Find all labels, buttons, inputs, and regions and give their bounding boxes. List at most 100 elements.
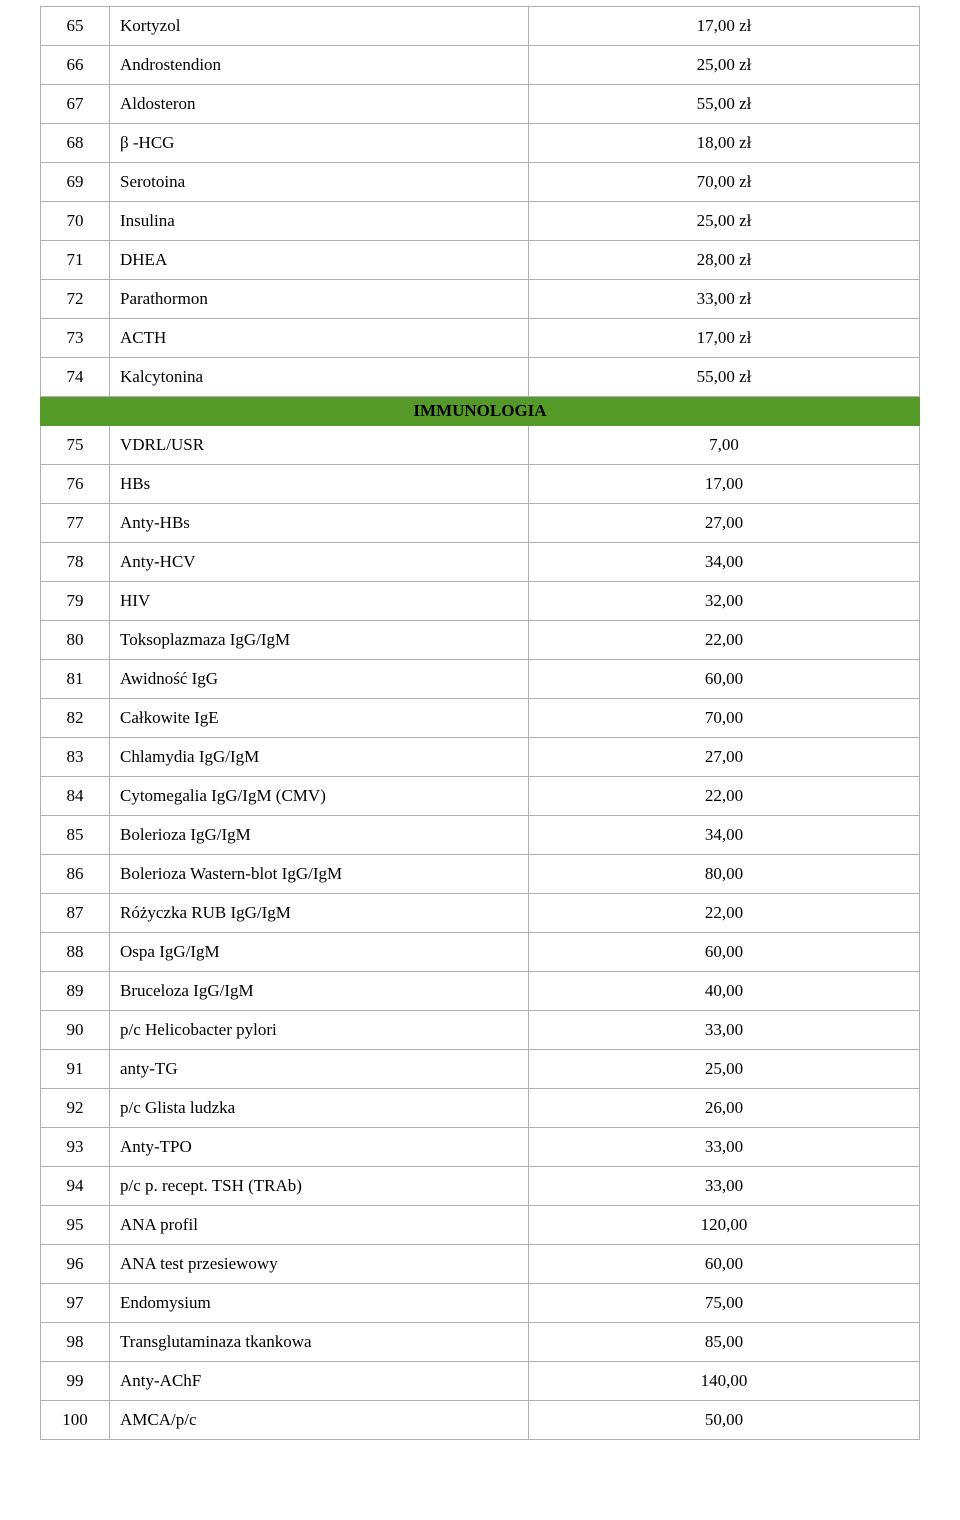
row-number: 82 <box>41 699 110 738</box>
table-row: 74Kalcytonina55,00 zł <box>41 358 920 397</box>
row-price: 18,00 zł <box>529 124 920 163</box>
table-row: 77Anty-HBs27,00 <box>41 504 920 543</box>
table-row: 96ANA test przesiewowy60,00 <box>41 1245 920 1284</box>
row-price: 55,00 zł <box>529 85 920 124</box>
row-name: p/c Glista ludzka <box>110 1089 529 1128</box>
row-price: 27,00 <box>529 738 920 777</box>
row-name: Całkowite IgE <box>110 699 529 738</box>
row-number: 66 <box>41 46 110 85</box>
table-row: 91anty-TG25,00 <box>41 1050 920 1089</box>
row-price: 33,00 <box>529 1167 920 1206</box>
table-row: 79HIV32,00 <box>41 582 920 621</box>
row-number: 65 <box>41 7 110 46</box>
row-name: Aldosteron <box>110 85 529 124</box>
table-row: 100AMCA/p/c50,00 <box>41 1401 920 1440</box>
row-price: 33,00 zł <box>529 280 920 319</box>
row-price: 140,00 <box>529 1362 920 1401</box>
table-row: 85Bolerioza IgG/IgM34,00 <box>41 816 920 855</box>
row-name: DHEA <box>110 241 529 280</box>
row-price: 25,00 <box>529 1050 920 1089</box>
row-name: Anty-HCV <box>110 543 529 582</box>
row-price: 17,00 zł <box>529 7 920 46</box>
price-table: 65Kortyzol17,00 zł66Androstendion25,00 z… <box>40 6 920 1440</box>
row-number: 88 <box>41 933 110 972</box>
row-name: Chlamydia IgG/IgM <box>110 738 529 777</box>
table-row: 73ACTH17,00 zł <box>41 319 920 358</box>
section-header: IMMUNOLOGIA <box>41 397 920 426</box>
table-row: 71DHEA28,00 zł <box>41 241 920 280</box>
table-row: 86Bolerioza Wastern-blot IgG/IgM80,00 <box>41 855 920 894</box>
row-number: 72 <box>41 280 110 319</box>
row-price: 34,00 <box>529 816 920 855</box>
row-name: p/c Helicobacter pylori <box>110 1011 529 1050</box>
table-row: 81Awidność IgG60,00 <box>41 660 920 699</box>
row-price: 55,00 zł <box>529 358 920 397</box>
table-row: 67Aldosteron55,00 zł <box>41 85 920 124</box>
table-row: 80Toksoplazmaza IgG/IgM22,00 <box>41 621 920 660</box>
row-name: AMCA/p/c <box>110 1401 529 1440</box>
row-name: Różyczka RUB IgG/IgM <box>110 894 529 933</box>
row-price: 60,00 <box>529 1245 920 1284</box>
row-price: 32,00 <box>529 582 920 621</box>
row-price: 34,00 <box>529 543 920 582</box>
row-number: 68 <box>41 124 110 163</box>
row-number: 75 <box>41 426 110 465</box>
row-price: 17,00 zł <box>529 319 920 358</box>
row-number: 83 <box>41 738 110 777</box>
row-number: 80 <box>41 621 110 660</box>
row-price: 120,00 <box>529 1206 920 1245</box>
table-row: 99Anty-AChF140,00 <box>41 1362 920 1401</box>
row-name: ANA test przesiewowy <box>110 1245 529 1284</box>
row-price: 33,00 <box>529 1128 920 1167</box>
row-number: 69 <box>41 163 110 202</box>
row-name: Transglutaminaza tkankowa <box>110 1323 529 1362</box>
table-row: 82Całkowite IgE70,00 <box>41 699 920 738</box>
row-price: 26,00 <box>529 1089 920 1128</box>
row-name: β -HCG <box>110 124 529 163</box>
row-number: 87 <box>41 894 110 933</box>
row-number: 86 <box>41 855 110 894</box>
row-price: 85,00 <box>529 1323 920 1362</box>
row-name: Bolerioza Wastern-blot IgG/IgM <box>110 855 529 894</box>
row-number: 76 <box>41 465 110 504</box>
table-row: 90p/c Helicobacter pylori33,00 <box>41 1011 920 1050</box>
table-row: 66Androstendion25,00 zł <box>41 46 920 85</box>
row-name: HBs <box>110 465 529 504</box>
row-number: 90 <box>41 1011 110 1050</box>
row-number: 67 <box>41 85 110 124</box>
row-number: 89 <box>41 972 110 1011</box>
row-name: Serotoina <box>110 163 529 202</box>
row-price: 27,00 <box>529 504 920 543</box>
table-row: 69Serotoina70,00 zł <box>41 163 920 202</box>
row-price: 60,00 <box>529 933 920 972</box>
row-price: 22,00 <box>529 894 920 933</box>
table-row: 65Kortyzol17,00 zł <box>41 7 920 46</box>
row-number: 92 <box>41 1089 110 1128</box>
row-name: Anty-AChF <box>110 1362 529 1401</box>
table-row: 94p/c p. recept. TSH (TRAb)33,00 <box>41 1167 920 1206</box>
row-name: Bruceloza IgG/IgM <box>110 972 529 1011</box>
row-name: VDRL/USR <box>110 426 529 465</box>
table-row: 88Ospa IgG/IgM60,00 <box>41 933 920 972</box>
row-number: 73 <box>41 319 110 358</box>
section-header-row: IMMUNOLOGIA <box>41 397 920 426</box>
table-row: 93Anty-TPO33,00 <box>41 1128 920 1167</box>
row-number: 70 <box>41 202 110 241</box>
row-name: anty-TG <box>110 1050 529 1089</box>
row-number: 81 <box>41 660 110 699</box>
row-number: 93 <box>41 1128 110 1167</box>
table-row: 97Endomysium75,00 <box>41 1284 920 1323</box>
row-number: 84 <box>41 777 110 816</box>
table-row: 78Anty-HCV34,00 <box>41 543 920 582</box>
row-name: Ospa IgG/IgM <box>110 933 529 972</box>
row-name: ACTH <box>110 319 529 358</box>
row-name: Cytomegalia IgG/IgM (CMV) <box>110 777 529 816</box>
row-price: 40,00 <box>529 972 920 1011</box>
table-row: 84Cytomegalia IgG/IgM (CMV)22,00 <box>41 777 920 816</box>
row-number: 85 <box>41 816 110 855</box>
row-name: Bolerioza IgG/IgM <box>110 816 529 855</box>
row-price: 28,00 zł <box>529 241 920 280</box>
row-name: ANA profil <box>110 1206 529 1245</box>
row-name: Kalcytonina <box>110 358 529 397</box>
row-price: 17,00 <box>529 465 920 504</box>
